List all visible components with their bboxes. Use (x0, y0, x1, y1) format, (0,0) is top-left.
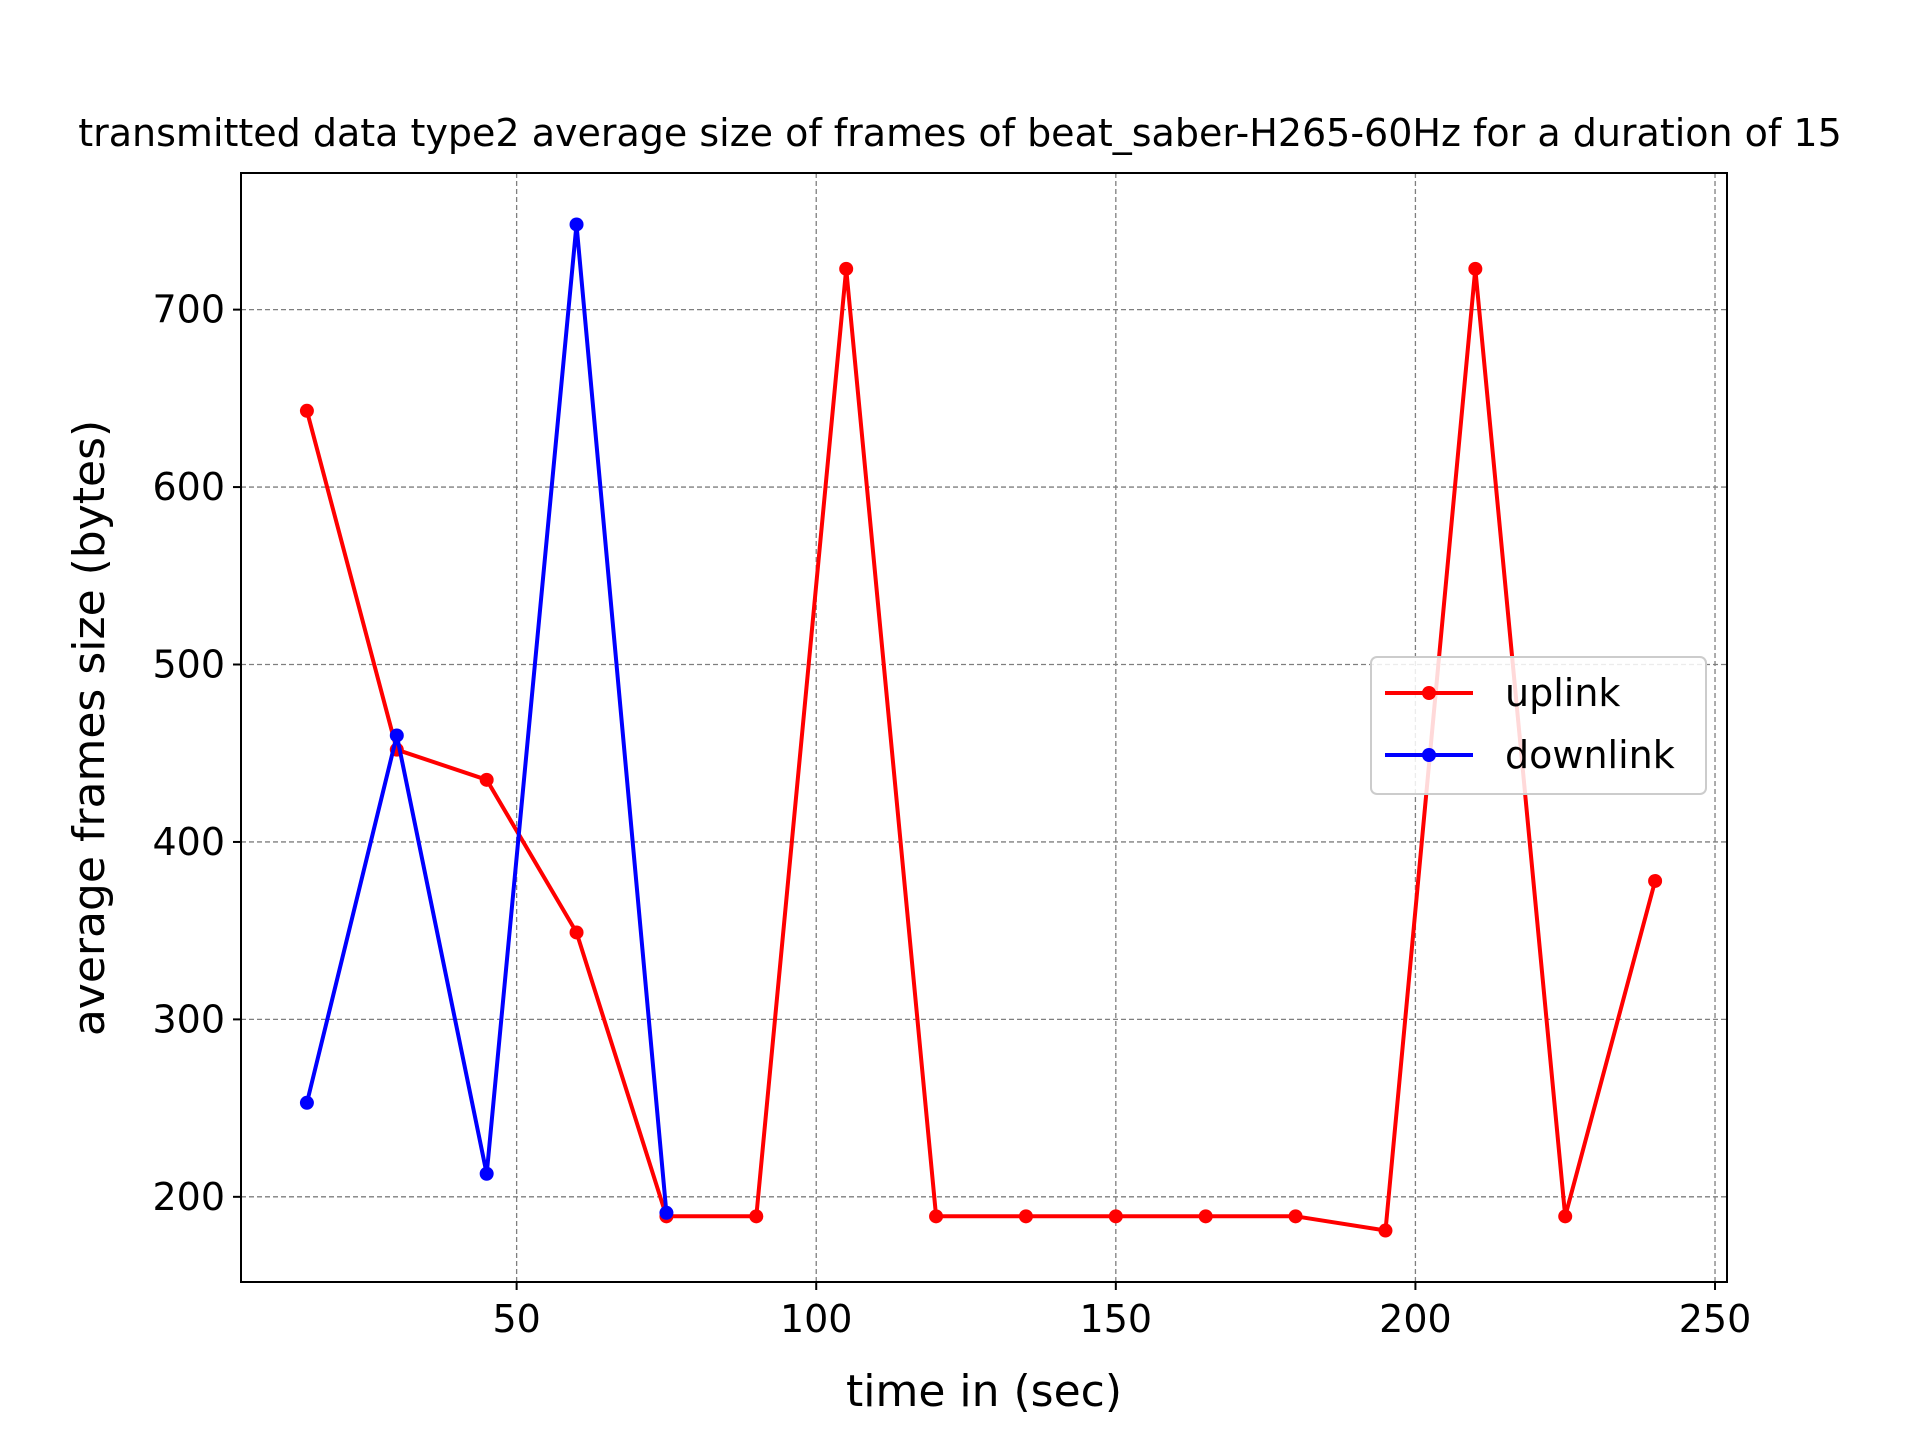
data-point-downlink (390, 728, 404, 742)
chart-title: transmitted data type2 average size of f… (78, 111, 1842, 155)
data-point-uplink (839, 262, 853, 276)
x-tick-label: 50 (492, 1297, 540, 1341)
data-point-downlink (300, 1096, 314, 1110)
x-axis-label: time in (sec) (846, 1366, 1122, 1417)
x-tick-label: 250 (1679, 1297, 1752, 1341)
x-tick-label: 150 (1080, 1297, 1153, 1341)
data-point-downlink (480, 1167, 494, 1181)
legend-marker-downlink (1422, 748, 1436, 762)
y-tick-label: 600 (152, 465, 225, 509)
data-point-uplink (1378, 1224, 1392, 1238)
data-point-uplink (1199, 1209, 1213, 1223)
y-tick-label: 300 (152, 997, 225, 1041)
data-point-uplink (480, 773, 494, 787)
data-point-uplink (1558, 1209, 1572, 1223)
y-tick-label: 400 (152, 820, 225, 864)
data-point-uplink (570, 925, 584, 939)
data-point-uplink (1019, 1209, 1033, 1223)
y-tick-label: 200 (152, 1175, 225, 1219)
x-tick-label: 200 (1379, 1297, 1452, 1341)
y-axis-label: average frames size (bytes) (64, 420, 115, 1036)
data-point-downlink (659, 1206, 673, 1220)
data-point-uplink (929, 1209, 943, 1223)
data-point-uplink (749, 1209, 763, 1223)
legend-label-uplink: uplink (1505, 671, 1620, 715)
legend-label-downlink: downlink (1505, 733, 1675, 777)
data-point-downlink (570, 217, 584, 231)
y-tick-label: 700 (152, 288, 225, 332)
data-point-uplink (1648, 874, 1662, 888)
y-tick-label: 500 (152, 643, 225, 687)
legend-marker-uplink (1422, 686, 1436, 700)
data-point-uplink (1289, 1209, 1303, 1223)
data-point-uplink (300, 404, 314, 418)
data-point-uplink (1468, 262, 1482, 276)
data-point-uplink (1109, 1209, 1123, 1223)
legend: uplink downlink (1371, 657, 1706, 794)
x-tick-label: 100 (780, 1297, 853, 1341)
